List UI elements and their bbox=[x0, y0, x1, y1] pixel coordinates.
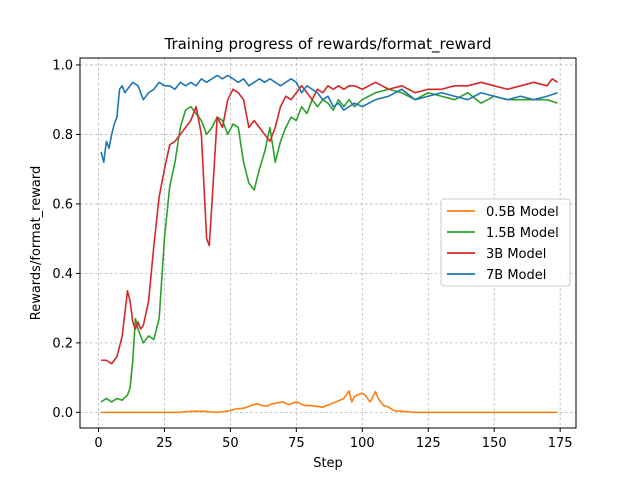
x-tick-label: 75 bbox=[288, 436, 305, 451]
series-line-3b-model bbox=[101, 78, 558, 365]
series-layer bbox=[100, 74, 558, 414]
legend-label: 0.5B Model bbox=[486, 205, 559, 220]
y-axis-title: Rewards/format_reward bbox=[29, 166, 44, 320]
y-tick-label: 0.8 bbox=[52, 128, 73, 143]
y-tick-label: 0.6 bbox=[52, 197, 73, 212]
x-tick-label: 25 bbox=[156, 436, 173, 451]
plot-frame bbox=[79, 57, 577, 429]
x-tick-label: 50 bbox=[222, 436, 239, 451]
legend: 0.5B Model 1.5B Model 3B Model 7B Model bbox=[440, 198, 571, 287]
legend-box bbox=[440, 198, 571, 287]
x-tick-label: 0 bbox=[94, 436, 102, 451]
x-tick-label: 175 bbox=[548, 436, 573, 451]
legend-label: 3B Model bbox=[486, 247, 546, 262]
y-tick-label: 1.0 bbox=[52, 58, 73, 73]
axes: 0 25 50 75 100 125 150 175 0.0 0.2 0.4 0.6 0.8 1.0 bbox=[52, 58, 572, 451]
legend-label: 1.5B Model bbox=[486, 226, 559, 241]
legend-label: 7B Model bbox=[486, 268, 546, 283]
series-line-7b-model bbox=[100, 74, 558, 164]
x-tick-label: 150 bbox=[482, 436, 507, 451]
x-axis-title: Step bbox=[313, 456, 343, 471]
y-tick-label: 0.4 bbox=[52, 267, 73, 282]
y-tick-label: 0.2 bbox=[52, 336, 73, 351]
series-line-0-5b-model bbox=[101, 390, 558, 414]
x-tick-label: 125 bbox=[416, 436, 441, 451]
chart-title: Training progress of rewards/format_rewa… bbox=[163, 35, 491, 54]
y-tick-label: 0.0 bbox=[52, 406, 73, 421]
x-tick-label: 100 bbox=[350, 436, 375, 451]
